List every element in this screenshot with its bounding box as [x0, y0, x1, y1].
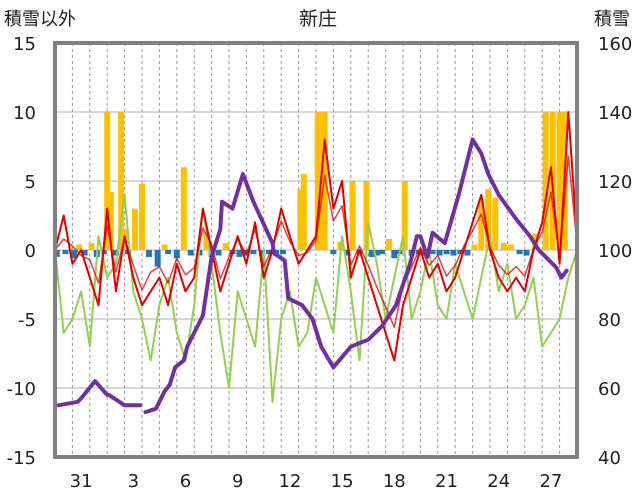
left-tick-label: 15 [13, 34, 36, 55]
precip-bar [363, 181, 370, 250]
precip-bar [62, 250, 69, 255]
precip-bar [386, 238, 393, 250]
precip-bar [161, 244, 168, 250]
precip-bar [104, 112, 111, 250]
precip-bar [391, 250, 398, 259]
x-tick-label: 15 [331, 471, 354, 492]
temperature-line-secondary [54, 155, 578, 329]
chart-title: 新庄 [299, 8, 337, 30]
precip-bar [344, 250, 351, 256]
precip-bar [429, 250, 436, 255]
x-tick-label: 3 [128, 471, 139, 492]
precip-bar [464, 250, 471, 256]
precip-bar [485, 189, 492, 250]
series-lines [54, 111, 578, 415]
precip-bar [112, 250, 119, 256]
right-tick-label: 160 [598, 34, 632, 55]
left-tick-label: 10 [13, 103, 36, 124]
precip-bar [542, 112, 549, 250]
precip-bar [373, 250, 380, 256]
x-tick-label: 9 [232, 471, 243, 492]
wind-line [54, 193, 578, 403]
right-tick-label: 140 [598, 103, 632, 124]
precip-bar [259, 250, 266, 256]
precip-bar [436, 250, 443, 256]
right-axis-ticks: 160 140 120 100 80 60 40 [598, 34, 632, 469]
precip-bar [379, 250, 386, 255]
precip-bar [118, 112, 125, 250]
precip-bar [236, 250, 243, 257]
left-tick-label: 5 [25, 172, 36, 193]
x-tick-label: 21 [435, 471, 458, 492]
left-axis-ticks: 15 10 5 0 -5 -10 -15 [7, 34, 36, 469]
precip-bar [279, 250, 286, 255]
right-axis-label: 積雪 [594, 9, 630, 30]
right-tick-label: 80 [598, 310, 621, 331]
left-tick-label: -10 [7, 379, 36, 400]
precip-bar [222, 243, 229, 250]
precip-bar [500, 243, 507, 250]
x-tick-label: 24 [487, 471, 510, 492]
left-tick-label: -5 [18, 310, 36, 331]
precip-bar [250, 250, 257, 255]
precip-bar [450, 250, 457, 256]
snow-depth-line [143, 137, 569, 415]
precip-bar [71, 250, 78, 259]
precip-bar [556, 112, 563, 250]
x-tick-label: 18 [383, 471, 406, 492]
precip-bar [478, 198, 485, 250]
x-tick-label: 6 [180, 471, 191, 492]
precip-bar [266, 250, 273, 255]
precip-bar [215, 250, 222, 256]
precip-bar [88, 243, 95, 250]
precip-bar [443, 250, 450, 255]
precip-bar [145, 250, 152, 257]
precip-bar [300, 174, 307, 250]
precip-bar [507, 244, 514, 250]
x-axis-ticks: 31 3 6 9 12 15 18 21 24 27 [70, 471, 563, 492]
precip-bar [132, 208, 139, 250]
precip-bar [523, 250, 530, 256]
right-tick-label: 60 [598, 379, 621, 400]
plot-frame [53, 41, 579, 459]
precip-bar [173, 250, 180, 259]
precip-bar [492, 197, 499, 250]
left-tick-label: 0 [25, 241, 36, 262]
precip-bar [76, 244, 83, 250]
x-tick-label: 12 [278, 471, 301, 492]
precip-bar [81, 250, 88, 256]
precip-bar [401, 181, 408, 250]
left-axis-label: 積雪以外 [4, 9, 76, 30]
precip-bar [471, 244, 478, 250]
precip-bar [187, 250, 194, 256]
right-tick-label: 40 [598, 448, 621, 469]
precip-bar [516, 250, 523, 255]
precip-bar [180, 167, 187, 250]
precip-bar [330, 250, 337, 255]
precip-bar [203, 232, 210, 250]
x-tick-label: 31 [70, 471, 93, 492]
precip-bar [349, 181, 356, 250]
precip-bar [107, 192, 114, 250]
precip-bar [368, 250, 375, 257]
right-tick-label: 100 [598, 241, 632, 262]
precip-bar [297, 189, 304, 250]
snow-depth-line [56, 379, 143, 408]
precip-bar [165, 250, 172, 255]
left-tick-label: -15 [7, 448, 36, 469]
precip-bar [314, 112, 321, 250]
right-tick-label: 120 [598, 172, 632, 193]
x-tick-label: 27 [539, 471, 562, 492]
precip-bar [139, 183, 145, 250]
precip-bar [154, 250, 161, 267]
